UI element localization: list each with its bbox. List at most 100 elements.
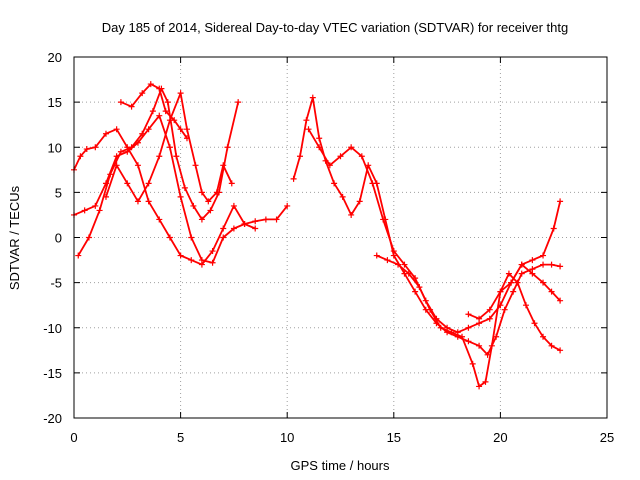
x-tick-label: 5 [177, 430, 184, 445]
data-point [505, 270, 512, 277]
data-point [177, 126, 184, 133]
data-point [427, 306, 434, 313]
x-axis-label: GPS time / hours [291, 458, 390, 473]
data-point [476, 315, 483, 322]
series-line [77, 87, 240, 257]
data-point [486, 315, 493, 322]
data-point [107, 171, 114, 178]
x-tick-label: 15 [387, 430, 401, 445]
x-tick-label: 25 [600, 430, 614, 445]
y-tick-label: 15 [48, 95, 62, 110]
data-point [177, 193, 184, 200]
x-tick-label: 20 [493, 430, 507, 445]
data-point [284, 202, 291, 209]
data-point [171, 117, 178, 124]
data-point [102, 130, 109, 137]
data-point [188, 234, 195, 241]
data-point [557, 263, 564, 270]
y-tick-label: 5 [55, 185, 62, 200]
data-point [102, 193, 109, 200]
data-point [316, 144, 323, 151]
data-point [156, 112, 163, 119]
data-point [476, 383, 483, 390]
data-point [117, 148, 124, 155]
y-tick-label: 10 [48, 140, 62, 155]
x-tick-label: 0 [70, 430, 77, 445]
data-point [339, 193, 346, 200]
data-point [83, 146, 90, 153]
data-point [92, 202, 99, 209]
y-tick-label: -15 [43, 366, 62, 381]
data-point [380, 216, 387, 223]
data-series [71, 81, 564, 390]
data-point [92, 144, 99, 151]
data-point [497, 288, 504, 295]
data-point [501, 306, 508, 313]
data-point [173, 153, 180, 160]
data-point [369, 180, 376, 187]
data-point [548, 342, 555, 349]
series-line [307, 128, 561, 334]
data-point [134, 162, 141, 169]
data-point [358, 153, 365, 160]
series-track-4 [102, 90, 235, 205]
data-point [224, 144, 231, 151]
data-point [395, 261, 402, 268]
data-point [75, 252, 82, 259]
data-point [164, 99, 171, 106]
y-axis-label: SDTVAR / TECUs [7, 185, 22, 290]
data-point [273, 216, 280, 223]
chart-title: Day 185 of 2014, Sidereal Day-to-day VTE… [102, 20, 569, 35]
data-point [166, 234, 173, 241]
series-track-7 [305, 126, 564, 336]
data-point [81, 207, 88, 214]
data-point [405, 270, 412, 277]
data-point [220, 234, 227, 241]
data-point [557, 198, 564, 205]
data-point [228, 180, 235, 187]
series-track-9 [465, 198, 564, 322]
data-point [465, 311, 472, 318]
data-point [373, 252, 380, 259]
x-tick-label: 10 [280, 430, 294, 445]
data-point [531, 320, 538, 327]
data-point [190, 202, 197, 209]
data-point [518, 261, 525, 268]
data-point [220, 225, 227, 232]
axes-ticks: 0 5 10 15 20 25 -20 -15 -10 -5 0 5 10 15 20 [43, 50, 614, 445]
data-point [181, 184, 188, 191]
data-point [488, 342, 495, 349]
data-point [113, 126, 120, 133]
data-point [522, 302, 529, 309]
data-point [241, 220, 248, 227]
data-point [145, 180, 152, 187]
data-point [213, 189, 220, 196]
data-point [124, 180, 131, 187]
data-point [550, 225, 557, 232]
data-point [518, 270, 525, 277]
data-point [303, 117, 310, 124]
data-point [326, 162, 333, 169]
data-point [448, 329, 455, 336]
data-point [128, 103, 135, 110]
data-point [252, 218, 259, 225]
data-point [548, 288, 555, 295]
data-point [198, 257, 205, 264]
series-track-3 [75, 85, 242, 259]
data-point [540, 261, 547, 268]
data-point [384, 257, 391, 264]
data-point [356, 198, 363, 205]
data-point [390, 248, 397, 255]
data-point [309, 94, 316, 101]
data-point [529, 257, 536, 264]
data-point [205, 198, 212, 205]
series-track-8 [373, 252, 564, 390]
data-point [156, 153, 163, 160]
data-point [337, 153, 344, 160]
y-tick-label: 0 [55, 231, 62, 246]
data-point [220, 162, 227, 169]
data-point [508, 279, 515, 286]
data-point [316, 135, 323, 142]
data-point [548, 261, 555, 268]
